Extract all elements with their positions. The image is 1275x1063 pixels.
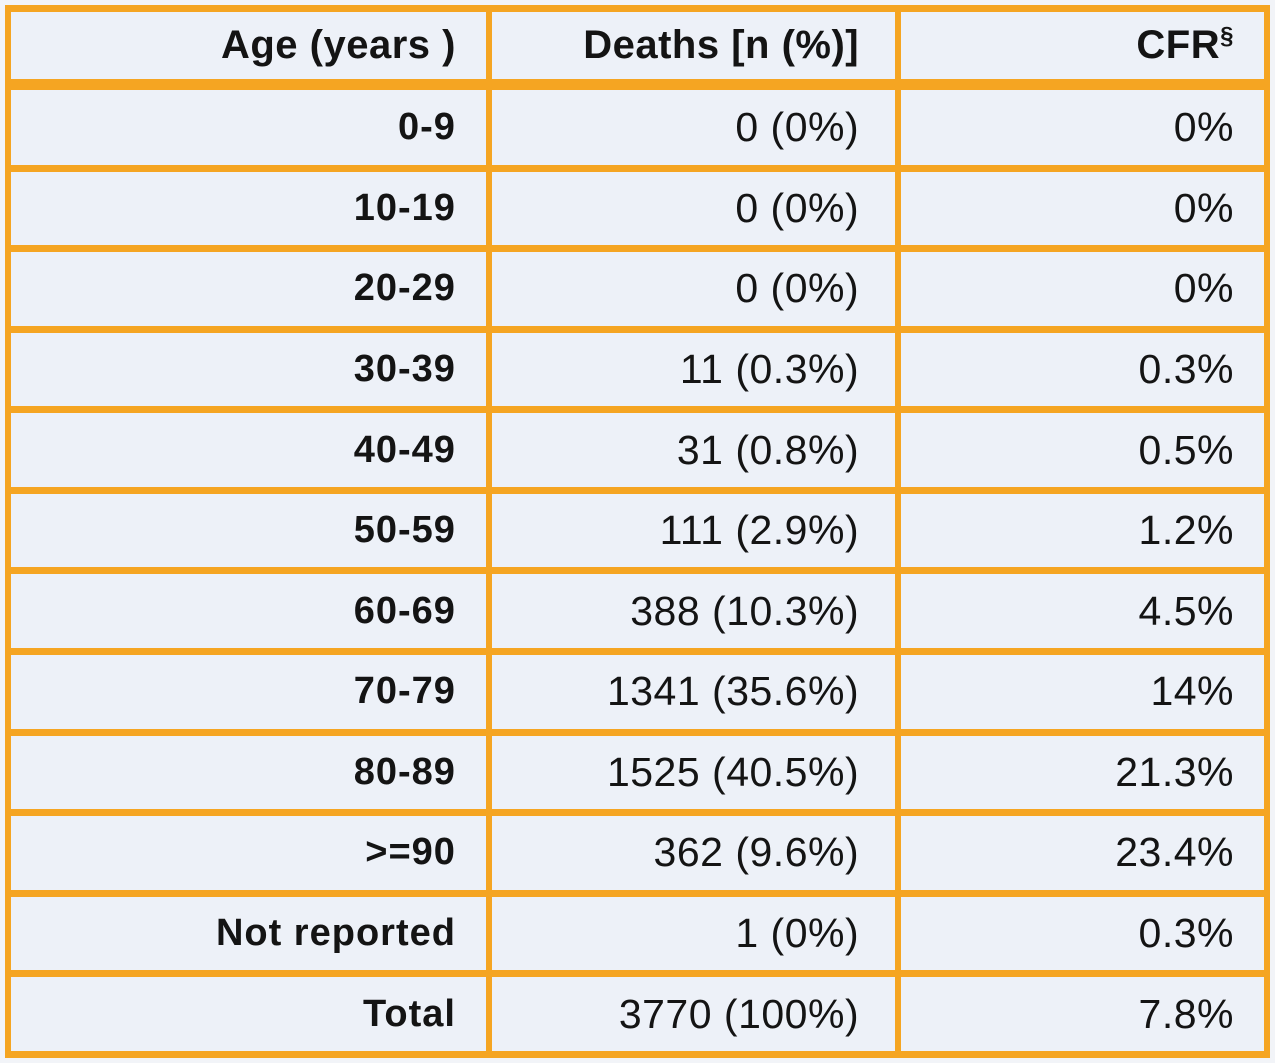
deaths-cell: 388 (10.3%) [485, 567, 902, 656]
age-cell: 80-89 [5, 728, 492, 817]
cfr-cell: 21.3% [895, 728, 1270, 817]
table-row: 30-39 11 (0.3%) 0.3% [5, 325, 1270, 414]
table-row: Not reported 1 (0%) 0.3% [5, 889, 1270, 978]
cfr-cell: 0% [895, 164, 1270, 253]
table-row: 40-49 31 (0.8%) 0.5% [5, 406, 1270, 494]
header-row: Age (years ) Deaths [n (%)] CFR§ [5, 5, 1270, 90]
cfr-by-age-table: Age (years ) Deaths [n (%)] CFR§ 0-9 0 (… [5, 5, 1270, 1058]
deaths-cell: 3770 (100%) [485, 970, 902, 1058]
age-cell: 10-19 [5, 164, 492, 253]
deaths-cell: 1341 (35.6%) [485, 648, 902, 736]
deaths-cell: 0 (0%) [485, 245, 902, 333]
deaths-cell: 0 (0%) [485, 164, 902, 253]
age-cell: Not reported [5, 889, 492, 978]
deaths-cell: 11 (0.3%) [485, 325, 902, 414]
deaths-cell: 362 (9.6%) [485, 809, 902, 897]
cfr-cell: 0% [895, 245, 1270, 333]
age-cell: 70-79 [5, 648, 492, 736]
table-row-total: Total 3770 (100%) 7.8% [5, 970, 1270, 1058]
cfr-column-header: CFR§ [895, 5, 1270, 90]
age-cell: 20-29 [5, 245, 492, 333]
table-row: >=90 362 (9.6%) 23.4% [5, 809, 1270, 897]
cfr-cell: 0.5% [895, 406, 1270, 494]
deaths-cell: 0 (0%) [485, 81, 902, 172]
deaths-cell: 1 (0%) [485, 889, 902, 978]
age-column-header: Age (years ) [5, 5, 492, 90]
age-cell: 60-69 [5, 567, 492, 656]
table-row: 20-29 0 (0%) 0% [5, 245, 1270, 333]
cfr-cell: 0.3% [895, 889, 1270, 978]
table-header: Age (years ) Deaths [n (%)] CFR§ [5, 5, 1270, 90]
cfr-cell: 0.3% [895, 325, 1270, 414]
table-row: 60-69 388 (10.3%) 4.5% [5, 567, 1270, 656]
age-cell: 0-9 [5, 81, 492, 172]
deaths-column-header: Deaths [n (%)] [485, 5, 902, 90]
cfr-cell: 4.5% [895, 567, 1270, 656]
cfr-cell: 1.2% [895, 486, 1270, 575]
cfr-footnote-marker: § [1220, 22, 1234, 50]
age-cell: >=90 [5, 809, 492, 897]
cfr-cell: 0% [895, 81, 1270, 172]
age-cell: 40-49 [5, 406, 492, 494]
age-cell: Total [5, 970, 492, 1058]
table-row: 80-89 1525 (40.5%) 21.3% [5, 728, 1270, 817]
deaths-cell: 31 (0.8%) [485, 406, 902, 494]
table-row: 10-19 0 (0%) 0% [5, 164, 1270, 253]
table-row: 0-9 0 (0%) 0% [5, 81, 1270, 172]
table-row: 50-59 111 (2.9%) 1.2% [5, 486, 1270, 575]
deaths-cell: 111 (2.9%) [485, 486, 902, 575]
cfr-cell: 14% [895, 648, 1270, 736]
cfr-label: CFR [1136, 23, 1221, 67]
age-cell: 30-39 [5, 325, 492, 414]
cfr-cell: 7.8% [895, 970, 1270, 1058]
age-cell: 50-59 [5, 486, 492, 575]
cfr-cell: 23.4% [895, 809, 1270, 897]
deaths-cell: 1525 (40.5%) [485, 728, 902, 817]
table-row: 70-79 1341 (35.6%) 14% [5, 648, 1270, 736]
table-body: 0-9 0 (0%) 0% 10-19 0 (0%) 0% 20-29 0 (0… [5, 81, 1270, 1058]
